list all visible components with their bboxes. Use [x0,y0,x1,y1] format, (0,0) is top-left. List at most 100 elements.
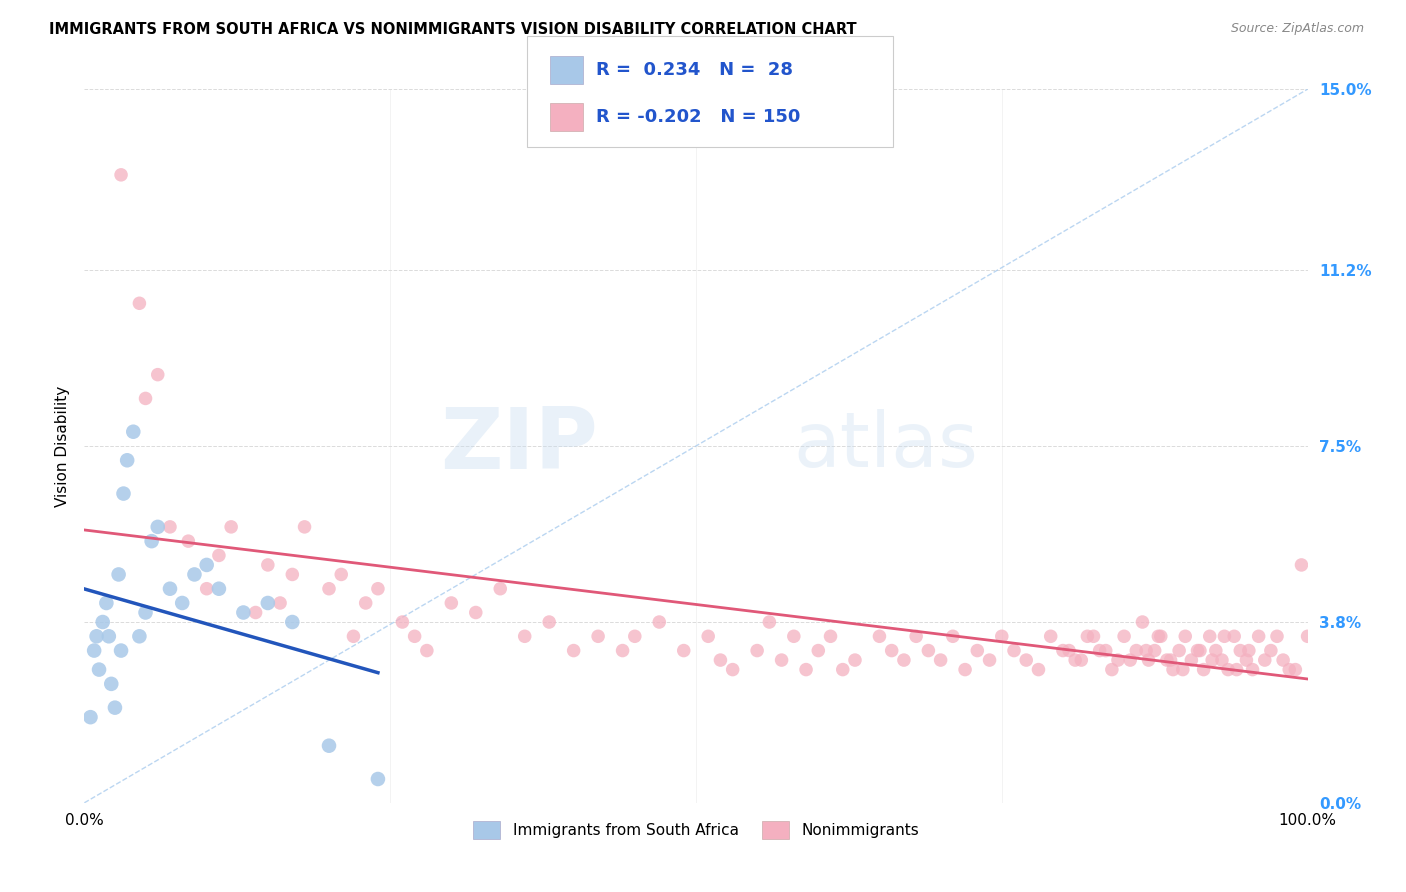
Point [1188,643,1211,657]
Point [770,653,793,667]
Point [110,168,132,182]
Point [141,534,163,549]
Point [195,558,218,572]
Point [991,629,1014,643]
Point [783,629,806,643]
Point [1213,629,1236,643]
Point [929,653,952,667]
Point [1198,629,1220,643]
Point [1064,653,1087,667]
Point [562,643,585,657]
Point [159,582,181,596]
Point [269,596,291,610]
Point [83,643,105,657]
Point [281,615,304,629]
Point [979,653,1001,667]
Point [146,368,169,382]
Point [1125,643,1147,657]
Point [1094,643,1116,657]
Text: R =  0.234   N =  28: R = 0.234 N = 28 [596,61,793,78]
Point [831,663,853,677]
Point [1211,653,1233,667]
Point [1260,643,1282,657]
Point [1205,643,1227,657]
Point [880,643,903,657]
Point [135,606,157,620]
Point [1171,663,1194,677]
Point [1150,629,1173,643]
Point [1237,643,1260,657]
Point [330,567,353,582]
Point [1160,653,1182,667]
Text: atlas: atlas [794,409,979,483]
Point [905,629,928,643]
Point [281,567,304,582]
Point [391,615,413,629]
Point [219,520,242,534]
Point [612,643,634,657]
Point [177,534,200,549]
Point [807,643,830,657]
Point [1180,653,1202,667]
Point [844,653,866,667]
Point [257,558,280,572]
Point [208,582,231,596]
Legend: Immigrants from South Africa, Nonimmigrants: Immigrants from South Africa, Nonimmigra… [467,815,925,845]
Point [159,520,181,534]
Text: R = -0.202   N = 150: R = -0.202 N = 150 [596,108,800,126]
Point [464,606,486,620]
Point [354,596,377,610]
Point [1291,558,1313,572]
Point [87,663,110,677]
Point [1076,629,1098,643]
Point [1241,663,1264,677]
Point [100,677,122,691]
Point [1070,653,1092,667]
Point [1135,643,1157,657]
Point [1168,643,1191,657]
Point [1272,653,1295,667]
Point [1039,629,1062,643]
Point [747,643,769,657]
Point [1265,629,1288,643]
Point [1229,643,1251,657]
Point [624,629,647,643]
Point [1143,643,1166,657]
Point [1101,663,1123,677]
Y-axis label: Vision Disability: Vision Disability [55,385,70,507]
Point [195,582,218,596]
Text: Source: ZipAtlas.com: Source: ZipAtlas.com [1230,22,1364,36]
Point [697,629,720,643]
Point [538,615,561,629]
Point [128,629,150,643]
Point [86,629,108,643]
Point [416,643,439,657]
Point [513,629,536,643]
Point [1226,663,1249,677]
Point [91,615,114,629]
Point [183,567,205,582]
Point [942,629,965,643]
Point [820,629,842,643]
Point [1216,663,1239,677]
Point [440,596,463,610]
Point [107,567,129,582]
Point [1174,629,1197,643]
Point [489,582,512,596]
Point [794,663,817,677]
Point [586,629,609,643]
Point [721,663,744,677]
Point [404,629,426,643]
Point [318,582,340,596]
Point [1132,615,1154,629]
Point [79,710,101,724]
Point [1236,653,1258,667]
Point [1028,663,1050,677]
Point [648,615,671,629]
Point [1201,653,1223,667]
Point [672,643,695,657]
Point [96,596,118,610]
Point [245,606,267,620]
Text: ZIP: ZIP [440,404,598,488]
Point [893,653,915,667]
